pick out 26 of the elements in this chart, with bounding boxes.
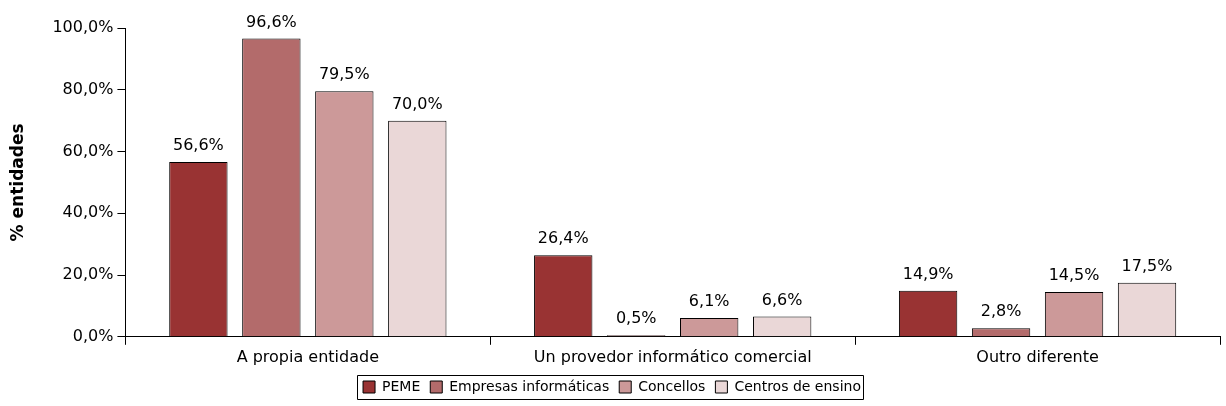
legend-label: Concellos bbox=[638, 377, 706, 394]
legend-label: Empresas informáticas bbox=[449, 377, 610, 394]
y-tick-label: 60,0% bbox=[62, 140, 114, 160]
y-tick-label: 20,0% bbox=[62, 264, 114, 284]
data-label: 0,5% bbox=[615, 308, 657, 328]
data-label: 6,1% bbox=[688, 291, 730, 311]
legend-label: PEME bbox=[382, 377, 421, 394]
data-label: 96,6% bbox=[245, 11, 297, 31]
y-tick-label: 80,0% bbox=[62, 78, 114, 98]
x-tick-label: Outro diferente bbox=[976, 346, 1099, 366]
data-label: 14,5% bbox=[1048, 265, 1100, 285]
data-label: 56,6% bbox=[172, 135, 224, 155]
y-axis-title: % entidades bbox=[6, 123, 27, 242]
data-label: 2,8% bbox=[980, 301, 1022, 321]
y-tick-label: 40,0% bbox=[62, 202, 114, 222]
x-tick-label: Un provedor informático comercial bbox=[533, 346, 812, 366]
data-label: 17,5% bbox=[1121, 255, 1173, 275]
data-label: 6,6% bbox=[761, 289, 803, 309]
y-tick-label: 0,0% bbox=[72, 325, 114, 345]
data-label: 79,5% bbox=[318, 64, 370, 84]
data-label: 14,9% bbox=[902, 263, 954, 283]
data-label: 26,4% bbox=[537, 228, 589, 248]
legend-label: Centros de ensino bbox=[734, 377, 861, 394]
x-tick-label: A propia entidade bbox=[236, 346, 380, 366]
y-tick-label: 100,0% bbox=[52, 17, 114, 37]
data-label: 70,0% bbox=[391, 93, 443, 113]
